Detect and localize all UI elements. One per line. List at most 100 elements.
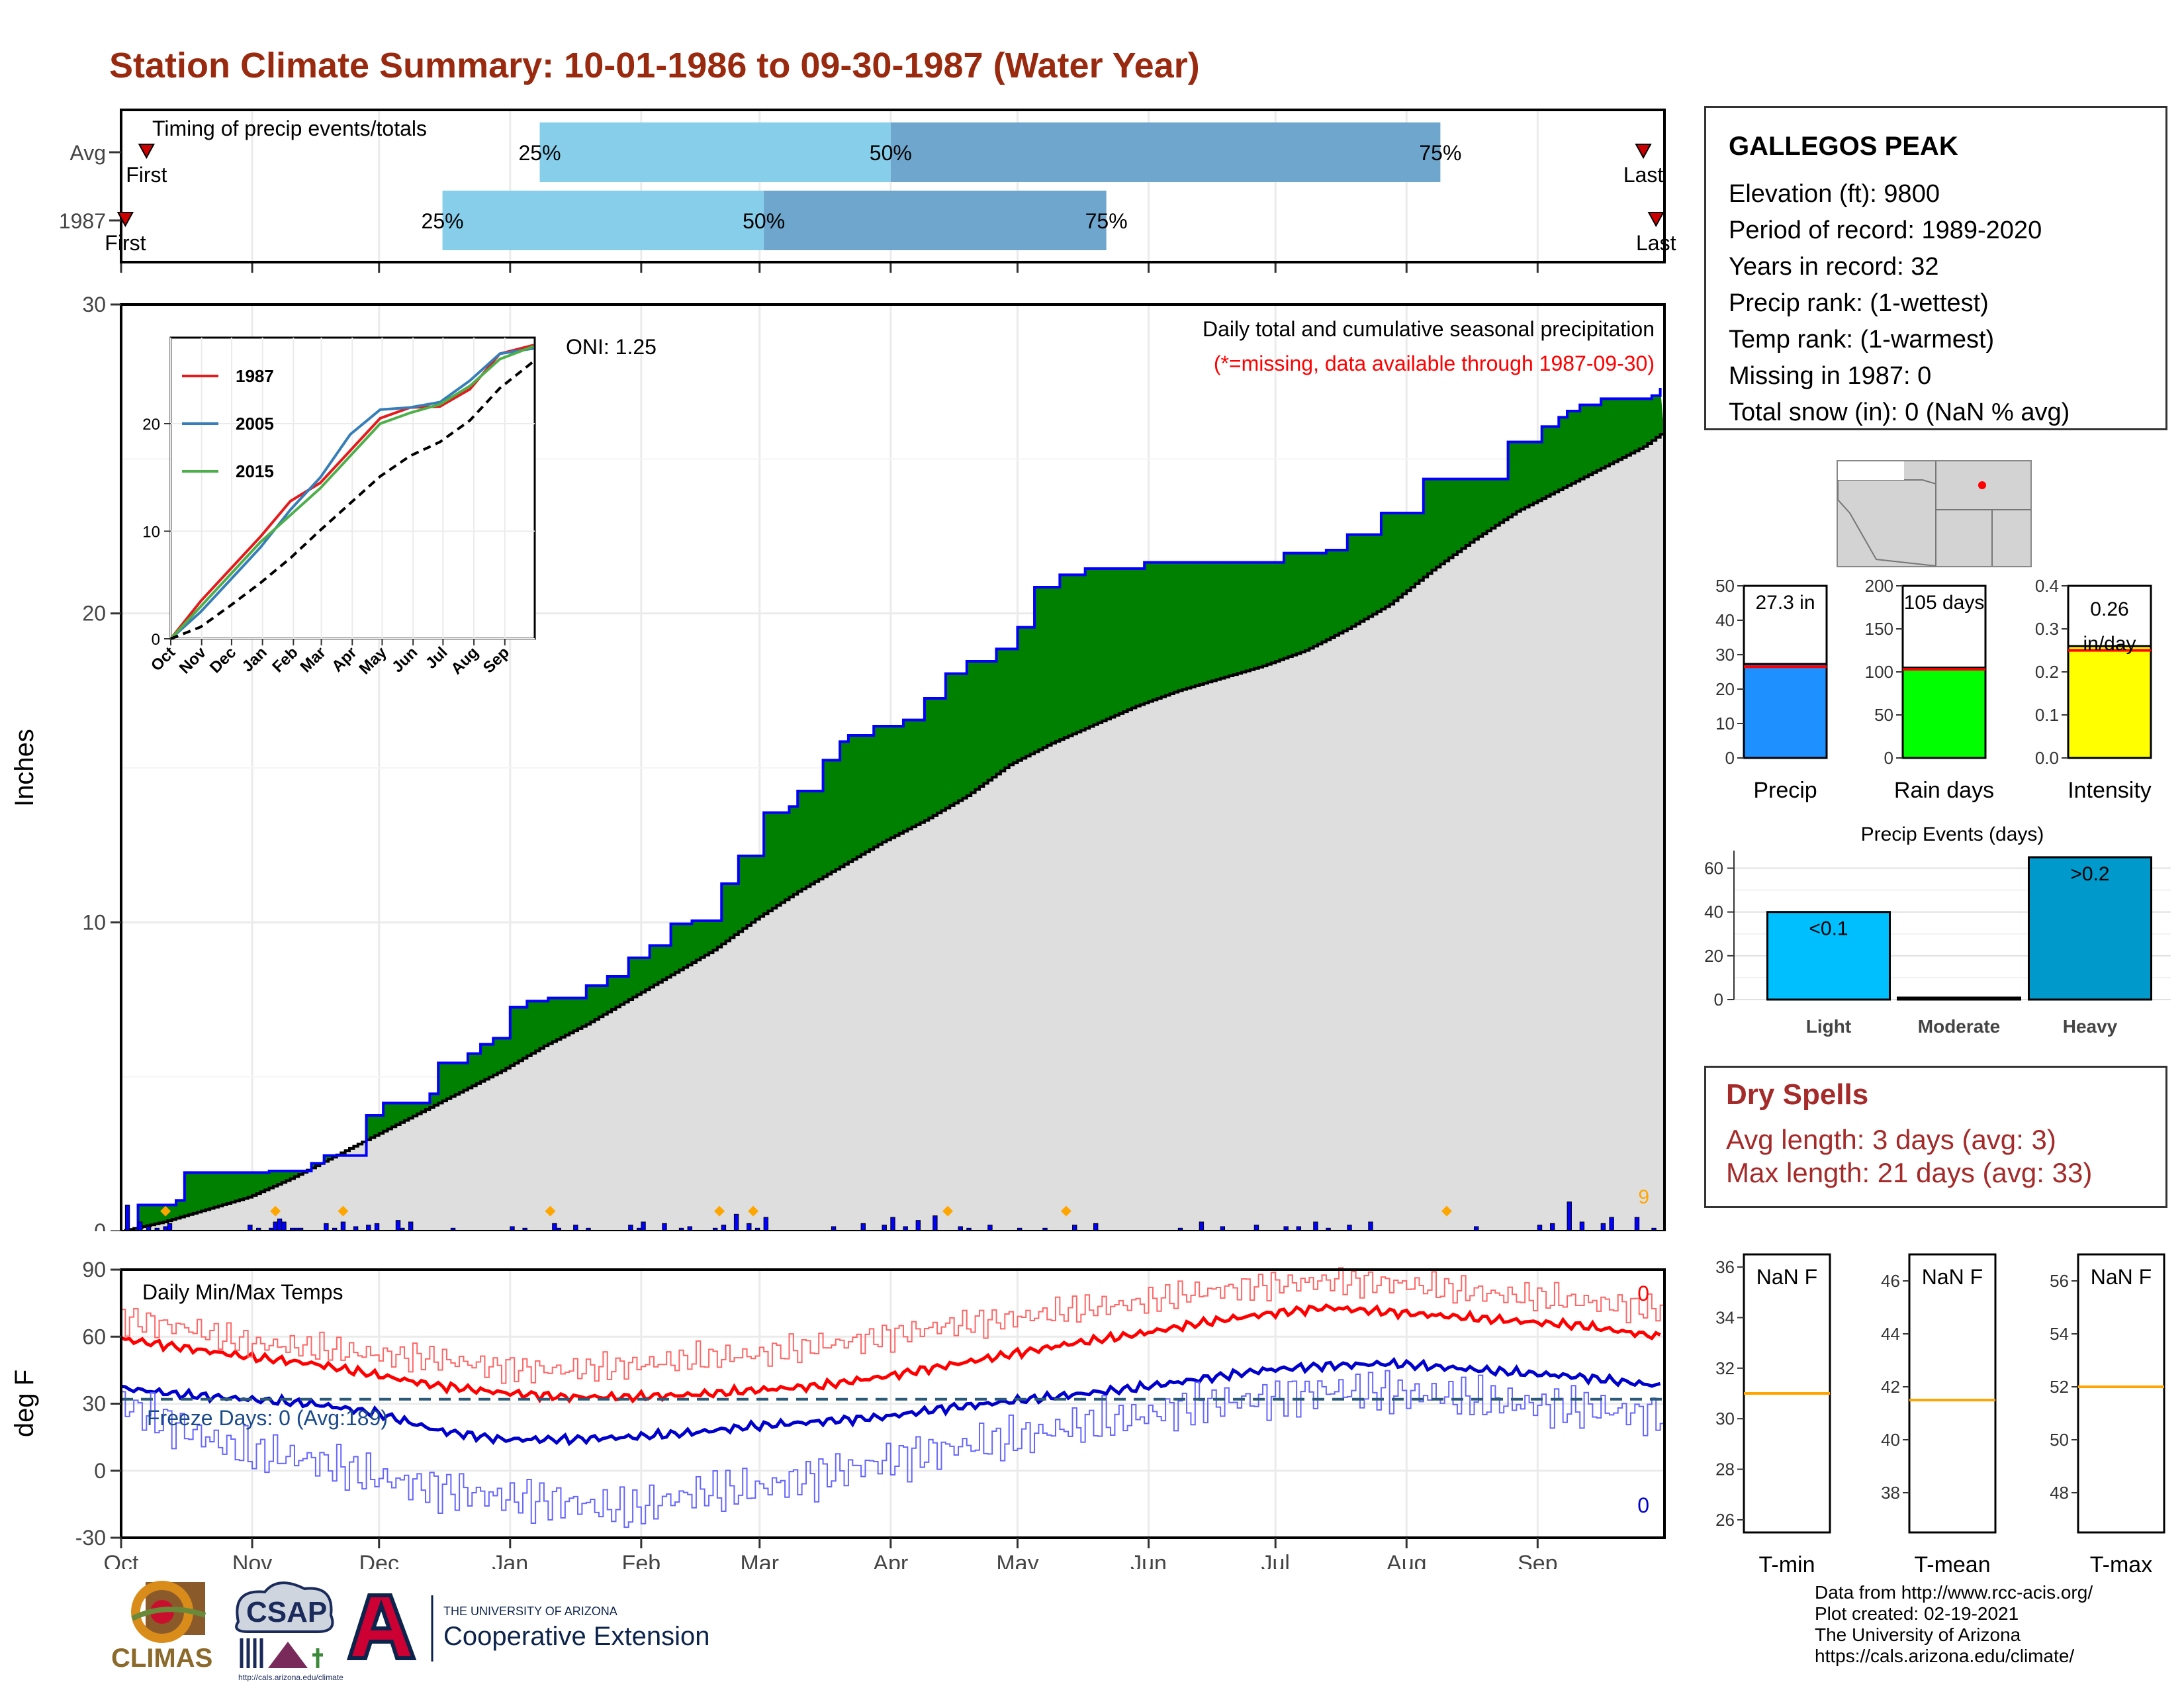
oni-label: ONI: 1.25 [566, 335, 657, 359]
events-bar [1766, 911, 1891, 1001]
timing-bar-q2 [442, 191, 764, 250]
events-bar [2028, 856, 2152, 1001]
summary-y-tick-label: 0.3 [2035, 619, 2059, 639]
inset-series-line [169, 344, 534, 640]
timing-row-label: 1987 [59, 209, 106, 233]
station-detail-line: Missing in 1987: 0 [1729, 362, 1932, 390]
station-detail-line: Precip rank: (1-wettest) [1729, 289, 1989, 317]
daily-precip-bar [1042, 1227, 1048, 1231]
timing-bar-q3 [764, 191, 1107, 250]
events-category-label: Moderate [1918, 1016, 2000, 1037]
temps-y-tick-label: 90 [82, 1258, 106, 1282]
daily-precip-bar [408, 1221, 414, 1231]
summary-y-tick-label: 0.1 [2035, 705, 2059, 725]
timing-p25-label: 25% [518, 141, 561, 165]
daily-precip-bar [1634, 1217, 1640, 1231]
inset-legend-label: 1987 [236, 366, 274, 386]
daily-precip-bar [167, 1223, 173, 1231]
dry-spells-max: Max length: 21 days (avg: 33) [1726, 1157, 2093, 1188]
daily-precip-bar [277, 1218, 283, 1231]
summary-value-label: 105 days [1904, 592, 1985, 614]
csap-cloud [235, 1581, 334, 1633]
temps-x-tick-label: Jan [492, 1551, 528, 1569]
temp-y-tick-label: 36 [1715, 1257, 1735, 1277]
temp-series-line [121, 1370, 1664, 1528]
daily-precip-bar [966, 1227, 972, 1231]
station-details: Elevation (ft): 9800 Period of record: 19… [1729, 176, 2165, 431]
timing-p75-label: 75% [1419, 141, 1461, 165]
main-frame [120, 303, 1666, 1231]
station-name: GALLEGOS PEAK [1729, 132, 1958, 161]
temp-y-tick-label: 30 [1715, 1409, 1735, 1429]
daily-precip-bar [1549, 1223, 1555, 1231]
summary-value-label: 27.3 in [1755, 592, 1815, 614]
locator-map [1837, 460, 2032, 567]
daily-precip-bar [1220, 1226, 1226, 1231]
temp-y-tick-label: 52 [2050, 1377, 2069, 1397]
last-marker-icon [1635, 144, 1652, 160]
ua-big-text: Cooperative Extension [443, 1622, 709, 1651]
credits: Data from http://www.rcc-acis.org/ Plot … [1815, 1582, 2093, 1667]
summary-value-label: 0.26 [2090, 598, 2128, 620]
precip-events-chart: Precip Events (days) 0 20 40 60 <0.1 Light Mod… [1704, 823, 2171, 1037]
temp-series-line [120, 1356, 1661, 1446]
temp-box-frame [1908, 1253, 1997, 1534]
summary-y-tick-label: 0.0 [2035, 748, 2059, 768]
station-info-box: GALLEGOS PEAK Elevation (ft): 9800 Period… [1704, 106, 2167, 430]
daily-precip-bar [958, 1226, 963, 1231]
summary-bar-label: Intensity [2068, 778, 2152, 803]
daily-precip-bar [1283, 1226, 1289, 1231]
events-bar [1897, 996, 2021, 1001]
freeze-label: Freeze Days: 0 (Avg:189) [147, 1406, 388, 1430]
summary-y-tick-label: 0.2 [2035, 662, 2059, 682]
last-marker-icon [1647, 212, 1664, 228]
temp-y-tick-label: 44 [1881, 1324, 1900, 1344]
daily-precip-bar [281, 1221, 287, 1231]
main-header: Daily total and cumulative seasonal prec… [1203, 317, 1655, 341]
temp-summary-boxes: 26 28 30 32 34 36 NaN F T-min 38 40 42 44 46 NaN F T-m… [1715, 1253, 2165, 1577]
summary-bar [1901, 667, 1987, 759]
credit-line: https://cals.arizona.edu/climate/ [1815, 1646, 2075, 1666]
ua-logo: THE UNIVERSITY OF ARIZONA Cooperative Ex… [346, 1593, 709, 1662]
timing-p75-label: 75% [1085, 209, 1128, 233]
dry-spells-avg: Avg length: 3 days (avg: 3) [1726, 1124, 2056, 1155]
summary-y-tick-label: 10 [1715, 714, 1735, 733]
summary-y-tick-label: 50 [1715, 576, 1735, 596]
station-detail-line: Years in record: 32 [1729, 253, 1939, 281]
ua-small-text: THE UNIVERSITY OF ARIZONA [443, 1605, 617, 1618]
timing-p25-label: 25% [422, 209, 464, 233]
temps-header: Daily Min/Max Temps [142, 1280, 343, 1304]
summary-bar-label: Precip [1753, 778, 1817, 803]
first-label: First [105, 231, 146, 255]
station-detail-line: Temp rank: (1-warmest) [1729, 326, 1995, 353]
temp-y-tick-label: 54 [2050, 1324, 2069, 1344]
snow-marker-icon [545, 1205, 556, 1217]
main-y-tick-label: 20 [82, 602, 106, 626]
inset-y-tick-label: 0 [152, 631, 160, 649]
summary-y-tick-label: 50 [1874, 705, 1893, 725]
credit-line: Data from http://www.rcc-acis.org/ [1815, 1582, 2093, 1603]
temps-chart: Daily Min/Max Temps Freeze Days: 0 (Avg:… [10, 1258, 1666, 1569]
climas-text: CLIMAS [111, 1644, 212, 1673]
inset-legend-label: 2015 [236, 461, 274, 481]
temp-box-label: T-mean [1914, 1552, 1990, 1577]
daily-precip-bar [1600, 1223, 1606, 1231]
daily-precip-bar [890, 1217, 895, 1231]
temp-y-tick-label: 28 [1715, 1460, 1735, 1479]
summary-bar [1743, 663, 1828, 759]
map-mask [1838, 461, 1904, 480]
snow-count: 9 [1638, 1186, 1649, 1208]
temps-x-tick-label: Apr [873, 1551, 908, 1569]
last-label: Last [1623, 163, 1664, 187]
summary-y-tick-label: 200 [1865, 576, 1893, 596]
summary-y-tick-label: 0.4 [2035, 576, 2059, 596]
snow-marker-icon [160, 1205, 171, 1217]
average-cumulative-area [121, 434, 1664, 1231]
temps-x-tick-label: Oct [104, 1551, 139, 1569]
daily-precip-bar [1473, 1226, 1479, 1231]
summary-value-label: in/day [2083, 633, 2136, 655]
daily-precip-bar [400, 1227, 405, 1231]
daily-precip-bar [1567, 1201, 1572, 1231]
ua-a-icon [346, 1593, 417, 1660]
snow-marker-icon [1060, 1205, 1071, 1217]
